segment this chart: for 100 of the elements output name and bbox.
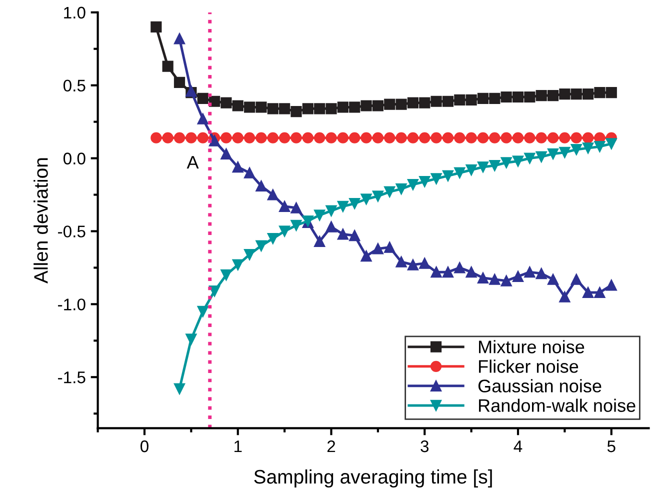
point <box>396 98 407 110</box>
point <box>500 91 512 103</box>
point <box>442 266 454 278</box>
legend-label: Flicker noise <box>479 360 578 373</box>
point <box>326 205 337 216</box>
point <box>220 97 232 108</box>
point <box>430 132 442 144</box>
y-tick-label: -0.5 <box>58 226 86 238</box>
point <box>302 103 314 114</box>
point <box>174 132 186 144</box>
point <box>290 202 302 214</box>
point <box>279 132 290 144</box>
point <box>489 132 500 144</box>
point <box>419 132 430 144</box>
point <box>407 132 419 144</box>
point <box>162 132 174 144</box>
point <box>208 96 220 107</box>
point <box>536 90 547 102</box>
point <box>570 132 582 144</box>
point <box>337 228 348 240</box>
point <box>582 142 594 154</box>
x-tick-label: 0 <box>140 440 148 452</box>
point <box>197 132 208 144</box>
point <box>477 272 489 284</box>
point <box>524 152 536 164</box>
point <box>302 132 314 144</box>
x-tick-label: 4 <box>514 440 522 452</box>
point <box>384 132 396 144</box>
point <box>186 334 197 345</box>
y-tick-label: -1.5 <box>58 372 86 384</box>
point <box>220 269 232 281</box>
point <box>384 242 396 253</box>
point <box>477 92 489 104</box>
point <box>279 200 290 212</box>
point <box>290 106 302 118</box>
point <box>360 132 372 144</box>
point <box>454 94 466 106</box>
point <box>232 161 244 173</box>
point <box>430 173 442 184</box>
point <box>500 275 512 286</box>
y-tick-label: 0.5 <box>63 80 86 92</box>
point <box>466 94 477 106</box>
point <box>606 138 617 150</box>
point <box>256 132 267 144</box>
point <box>314 210 326 221</box>
legend-label: Gaussian noise <box>478 379 602 392</box>
point <box>547 274 559 285</box>
point <box>570 144 582 156</box>
point <box>489 92 500 104</box>
point <box>419 258 430 269</box>
y-axis-title: Allen deviation <box>34 158 48 284</box>
point <box>536 151 547 162</box>
point <box>442 96 454 107</box>
point <box>174 383 186 394</box>
point <box>430 96 442 107</box>
point <box>396 132 407 144</box>
point <box>326 132 337 144</box>
point <box>512 270 524 282</box>
point <box>559 146 570 158</box>
point <box>524 132 536 144</box>
point <box>547 90 559 102</box>
y-tick-label: 0.0 <box>63 152 86 164</box>
point <box>220 148 232 160</box>
x-axis-title: Sampling averaging time [s] <box>254 469 492 488</box>
point <box>174 33 186 44</box>
point <box>279 226 290 237</box>
point <box>512 132 524 144</box>
point <box>372 100 384 112</box>
point <box>337 102 348 113</box>
point <box>570 88 582 100</box>
point <box>536 132 547 144</box>
point <box>267 132 278 144</box>
point <box>337 132 348 144</box>
point <box>407 259 419 270</box>
point <box>267 189 278 200</box>
point <box>290 220 302 231</box>
point <box>314 103 326 114</box>
point <box>232 100 244 112</box>
point <box>220 132 232 144</box>
x-tick-label: 1 <box>234 440 242 452</box>
point <box>372 132 384 144</box>
legend-label: Random-walk noise <box>479 398 636 412</box>
point <box>396 256 407 268</box>
point <box>349 102 360 113</box>
point <box>208 285 220 297</box>
point <box>244 167 256 178</box>
point <box>326 221 337 232</box>
point <box>208 135 220 146</box>
point <box>407 178 419 190</box>
point <box>430 266 442 278</box>
point <box>570 274 582 285</box>
point <box>606 87 617 98</box>
point <box>489 160 500 172</box>
point <box>150 21 162 33</box>
point <box>594 87 606 98</box>
point <box>547 132 559 144</box>
point <box>582 286 594 298</box>
point <box>279 103 290 114</box>
point <box>454 132 466 144</box>
point <box>524 266 536 278</box>
